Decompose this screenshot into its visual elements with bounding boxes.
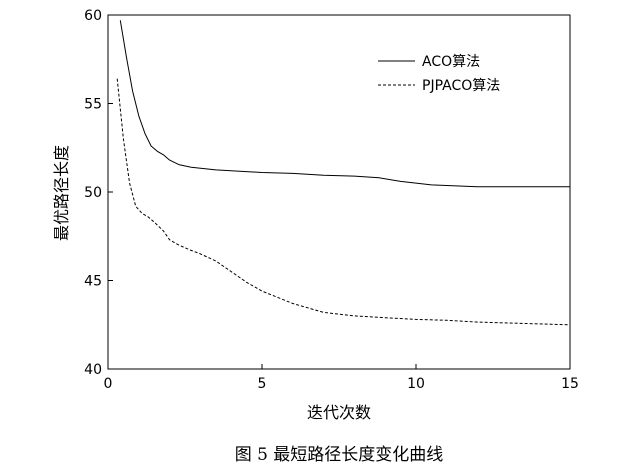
- plot-border: [107, 14, 571, 370]
- x-tick-label: 15: [561, 376, 579, 392]
- x-tick-label: 10: [407, 376, 425, 392]
- y-tick-label: 60: [84, 8, 102, 24]
- y-tick-label: 50: [84, 185, 102, 201]
- x-axis-title: 迭代次数: [307, 403, 371, 422]
- plot-area: [107, 14, 571, 370]
- x-tick-label: 5: [258, 376, 267, 392]
- legend-label-aco: ACO算法: [422, 54, 480, 70]
- axis-ticks: 0 5 10 15 40 45 50 55 60: [84, 8, 579, 392]
- x-tick-label: 0: [104, 376, 113, 392]
- y-tick-label: 55: [84, 97, 102, 113]
- legend-label-pjpaco: PJPACO算法: [422, 78, 500, 94]
- series-lines: [116, 20, 571, 326]
- series-line-pjpaco: [116, 78, 571, 326]
- y-axis-title: 最优路径长度: [52, 145, 71, 241]
- figure-caption: 图 5 最短路径长度变化曲线: [235, 445, 444, 465]
- series-line-aco: [119, 20, 570, 188]
- y-tick-label: 40: [84, 362, 102, 378]
- y-tick-label: 45: [84, 274, 102, 290]
- legend: ACO算法 PJPACO算法: [378, 54, 500, 94]
